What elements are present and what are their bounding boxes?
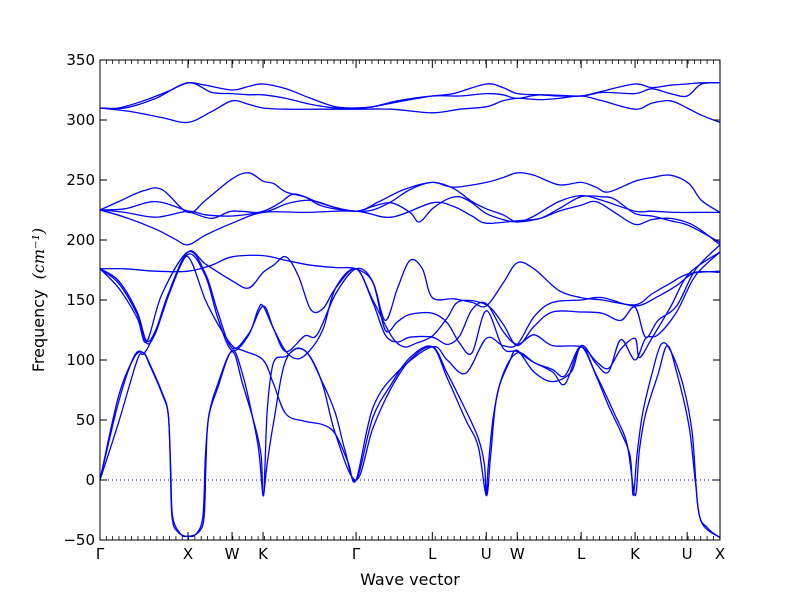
band-line-14 bbox=[99, 255, 721, 483]
y-tick-label: 350 bbox=[66, 51, 95, 69]
y-tick-label: −50 bbox=[63, 531, 95, 549]
x-tick-label: L bbox=[577, 545, 586, 563]
band-line-8 bbox=[99, 254, 721, 322]
plot-area bbox=[100, 60, 720, 540]
band-line-13 bbox=[99, 344, 721, 539]
band-line-2 bbox=[99, 82, 721, 110]
x-tick-label: Γ bbox=[96, 545, 105, 563]
y-axis-label: Frequency (cm⁻¹) bbox=[29, 228, 48, 372]
band-line-5 bbox=[99, 181, 720, 223]
band-line-7 bbox=[99, 195, 721, 246]
x-axis-label: Wave vector bbox=[360, 570, 460, 589]
band-line-4 bbox=[99, 172, 721, 214]
y-tick-label: 50 bbox=[76, 411, 95, 429]
band-line-6 bbox=[99, 193, 721, 246]
band-line-10 bbox=[99, 251, 721, 370]
y-tick-label: 250 bbox=[66, 171, 95, 189]
band-line-1 bbox=[99, 81, 721, 110]
band-line-3 bbox=[99, 95, 721, 124]
y-tick-label: 150 bbox=[66, 291, 95, 309]
x-tick-label: U bbox=[682, 545, 693, 563]
x-tick-label: Γ bbox=[352, 545, 361, 563]
band-line-11 bbox=[99, 250, 721, 378]
band-line-9 bbox=[99, 244, 721, 348]
series-layer bbox=[99, 81, 721, 539]
y-tick-label: 300 bbox=[66, 111, 95, 129]
y-tick-label: 0 bbox=[85, 471, 95, 489]
plot-frame bbox=[99, 59, 721, 541]
y-tick-label: 200 bbox=[66, 231, 95, 249]
y-axis-ticks: −50 0 50 100 150 200 250 300 350 bbox=[63, 51, 720, 549]
y-axis-label-text: Frequency bbox=[29, 289, 48, 372]
x-tick-label: K bbox=[258, 545, 269, 563]
y-axis-label-unit: (cm⁻¹) bbox=[29, 228, 48, 279]
x-tick-label: W bbox=[510, 545, 525, 563]
x-tick-label: X bbox=[183, 545, 193, 563]
x-tick-label: L bbox=[428, 545, 437, 563]
y-tick-label: 100 bbox=[66, 351, 95, 369]
x-tick-label: W bbox=[225, 545, 240, 563]
x-tick-label: X bbox=[715, 545, 725, 563]
x-tick-label: K bbox=[630, 545, 641, 563]
x-tick-label: U bbox=[481, 545, 492, 563]
